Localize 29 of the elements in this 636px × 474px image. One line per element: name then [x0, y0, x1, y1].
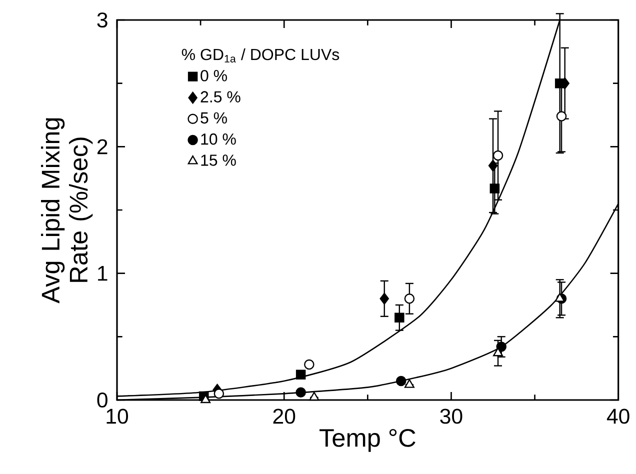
x-tick-label: 30 — [440, 408, 462, 424]
point — [296, 387, 306, 398]
legend-label: 0 % — [200, 70, 227, 82]
legend-title: % GD$_{1a}$ / DOPC LUVs — [182, 48, 340, 62]
point — [396, 376, 406, 386]
legend-label: 2.5 % — [200, 91, 240, 102]
point — [488, 160, 498, 172]
y-tick-label: 3 — [97, 12, 108, 28]
point — [214, 388, 224, 399]
x-axis-title: Temp °C — [320, 428, 416, 452]
y-tick-label: 0 — [97, 392, 108, 408]
legend-label: 15 % — [201, 154, 236, 166]
point — [309, 392, 320, 401]
point — [296, 370, 306, 380]
point — [404, 379, 414, 388]
x-tick-label: 10 — [106, 408, 128, 424]
y-tick-label: 2 — [97, 139, 108, 154]
y-axis-title: Avg Lipid Mixing Rate (%/sec) — [41, 118, 93, 304]
x-tick-label: 20 — [273, 408, 296, 424]
point — [404, 294, 415, 304]
point — [304, 359, 314, 370]
legend-label: 10 % — [201, 133, 236, 145]
y-tick-label: 1 — [98, 266, 108, 281]
point — [490, 184, 500, 194]
point — [394, 312, 404, 323]
x-tick-label: 40 — [606, 408, 630, 424]
legend-label: 5 % — [200, 112, 227, 124]
point — [492, 150, 504, 161]
point — [380, 292, 389, 305]
